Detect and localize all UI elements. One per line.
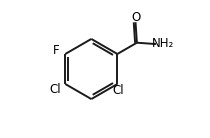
Text: O: O <box>131 10 140 23</box>
Text: Cl: Cl <box>113 84 124 97</box>
Text: NH₂: NH₂ <box>151 37 174 50</box>
Text: Cl: Cl <box>49 83 61 96</box>
Text: F: F <box>53 44 60 57</box>
